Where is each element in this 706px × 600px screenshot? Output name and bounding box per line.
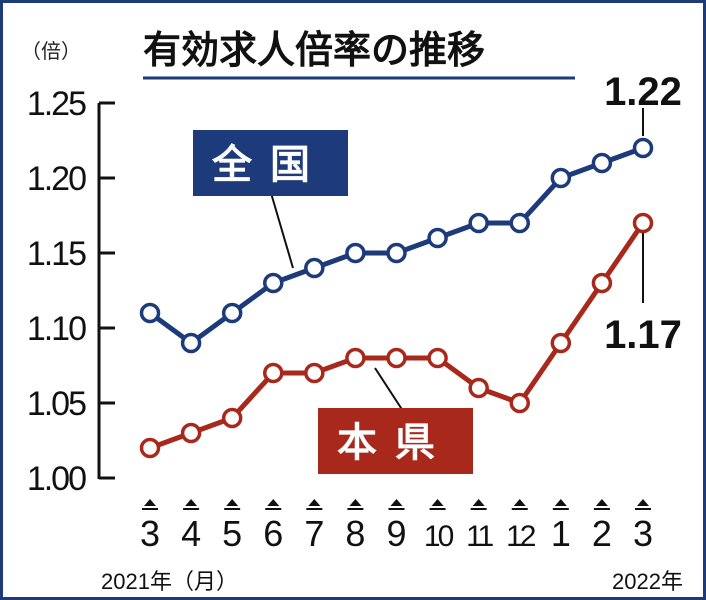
y-tick-label: 1.15 <box>27 235 86 273</box>
data-point <box>263 362 284 384</box>
prefecture-callout-pointer <box>374 367 404 412</box>
data-point <box>632 212 654 234</box>
x-tick-marker <box>349 499 362 506</box>
x-tick-label: 3 <box>633 513 653 554</box>
chart-title: 有効求人倍率の推移 <box>143 30 485 72</box>
x-tick-label: 11 <box>466 520 493 553</box>
national-label-box <box>193 130 348 196</box>
x-tick-label: 9 <box>386 513 406 554</box>
x-tick-marker <box>554 499 567 506</box>
data-point <box>386 242 407 264</box>
data-point <box>221 407 243 429</box>
x-tick-label: 7 <box>304 513 324 554</box>
x-tick-marker <box>226 499 239 506</box>
data-point <box>221 302 243 324</box>
x-tick-label: 12 <box>506 520 536 553</box>
data-point <box>427 347 448 369</box>
data-point <box>386 347 407 369</box>
y-tick-label: 1.20 <box>27 160 86 198</box>
x-tick-label: 3 <box>140 513 160 554</box>
x-start-year-label: 2021年（月） <box>101 569 238 594</box>
prefecture-label-box <box>318 408 473 474</box>
y-tick-label: 1.05 <box>27 385 86 423</box>
data-point <box>304 257 325 279</box>
y-axis-unit: （倍） <box>21 40 81 63</box>
data-point <box>263 272 284 294</box>
x-tick-marker <box>185 499 198 506</box>
x-tick-marker <box>144 499 156 506</box>
national-end-value: 1.22 <box>604 70 682 114</box>
x-tick-label: 5 <box>222 513 242 554</box>
x-tick-marker <box>267 499 280 506</box>
x-tick-label: 8 <box>345 513 365 554</box>
data-point <box>591 272 613 294</box>
data-point <box>427 227 448 249</box>
data-point <box>345 347 366 369</box>
line-chart: 有効求人倍率の推移 （倍） 1.00 1.05 1.10 1.15 1.20 1.25 3… <box>21 30 683 594</box>
data-point <box>591 152 613 174</box>
x-tick-marker <box>595 499 608 506</box>
x-tick-marker <box>308 499 321 506</box>
data-point <box>550 332 572 354</box>
x-tick-label: 6 <box>263 513 283 554</box>
x-tick-marker <box>513 499 526 506</box>
data-point <box>139 437 161 459</box>
x-tick-marker <box>431 499 444 506</box>
data-point <box>180 422 202 444</box>
data-point <box>139 302 161 324</box>
x-end-year-label: 2022年 <box>612 569 683 594</box>
prefecture-end-value: 1.17 <box>604 313 682 357</box>
x-tick-label: 4 <box>181 513 201 554</box>
prefecture-label: 本県 <box>337 421 453 465</box>
data-point <box>345 242 366 264</box>
data-point <box>509 392 530 414</box>
y-tick-label: 1.00 <box>27 460 86 498</box>
national-label: 全国 <box>211 142 328 187</box>
x-tick-label: 1 <box>551 513 571 554</box>
x-tick-label: 2 <box>592 513 612 554</box>
national-callout-pointer <box>270 192 294 269</box>
data-point <box>509 212 530 234</box>
data-point <box>304 362 325 384</box>
x-tick-marker <box>472 499 485 506</box>
data-point <box>550 167 572 189</box>
y-tick-label: 1.25 <box>27 85 86 123</box>
data-point <box>180 332 202 354</box>
data-point <box>468 377 489 399</box>
x-tick-marker <box>637 499 649 506</box>
y-tick-label: 1.10 <box>27 310 86 348</box>
data-point <box>468 212 489 234</box>
data-point <box>632 137 654 159</box>
x-tick-label: 10 <box>424 520 454 553</box>
x-tick-marker <box>390 499 403 506</box>
